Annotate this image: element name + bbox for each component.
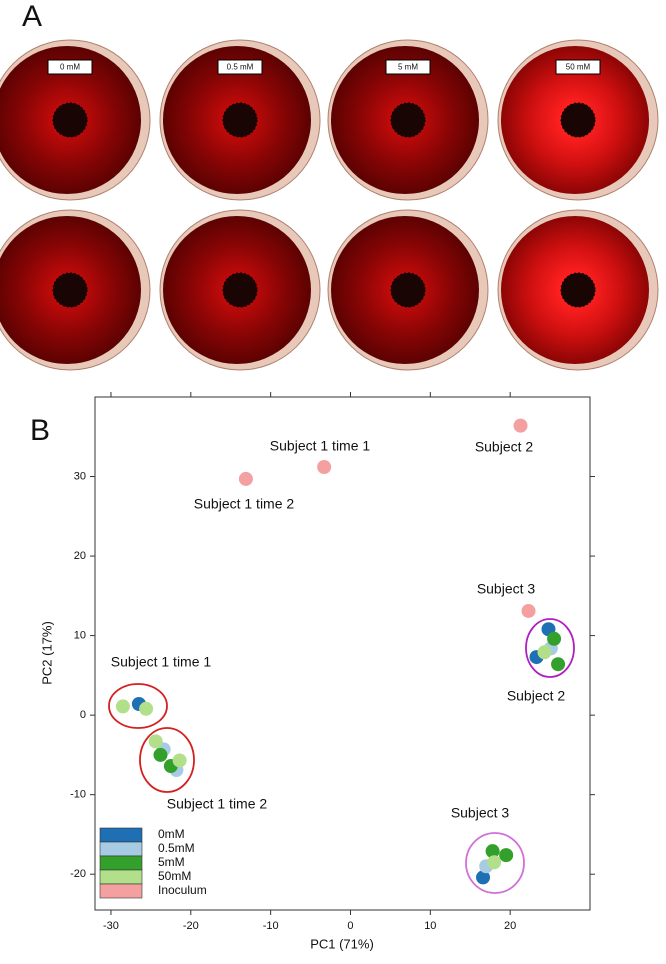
colony xyxy=(560,102,596,138)
dish-label-box xyxy=(47,59,93,75)
x-tick-label: -10 xyxy=(263,920,279,932)
point xyxy=(547,631,562,646)
annotation: Subject 3 xyxy=(477,581,536,597)
dish-label: 0.5 mM xyxy=(227,63,254,72)
plot-frame xyxy=(94,396,591,911)
cluster-ellipse xyxy=(465,832,525,894)
annotation: Subject 1 time 2 xyxy=(194,496,295,512)
point xyxy=(485,844,500,859)
panel-label: B xyxy=(30,414,50,447)
colony xyxy=(52,102,88,138)
colony xyxy=(222,272,258,308)
point xyxy=(148,734,163,749)
y-tick-label: -20 xyxy=(70,868,86,880)
colony xyxy=(222,102,258,138)
dish-label: 0 mM xyxy=(60,63,80,72)
legend-label: Inoculum xyxy=(158,883,207,897)
petri-dishes: 0 mM 0.5 mM 5 mM 50 mM xyxy=(0,39,659,371)
annotation: Subject 2 xyxy=(475,439,534,455)
colony xyxy=(560,272,596,308)
dish-label: 5 mM xyxy=(398,63,418,72)
x-tick-label: 10 xyxy=(424,920,436,932)
plot: -30 -20 -10 0 10 20 -20 -10 0 10 20 30 0mM0.5mM5mM50… xyxy=(70,392,595,932)
x-tick-label: -20 xyxy=(183,920,199,932)
legend-label: 50mM xyxy=(158,869,191,883)
cluster-ellipse xyxy=(108,683,168,729)
x-tick-label: 0 xyxy=(347,920,353,932)
colony xyxy=(390,102,426,138)
annotation: Subject 3 xyxy=(451,805,510,821)
y-tick-label: 30 xyxy=(74,470,86,482)
legend-swatch xyxy=(99,855,143,871)
point xyxy=(139,701,154,716)
legend-swatch xyxy=(99,827,143,843)
legend-label: 0.5mM xyxy=(158,841,195,855)
dish-label-box xyxy=(555,59,601,75)
point xyxy=(537,645,552,660)
y-axis-label: PC2 (17%) xyxy=(39,621,54,685)
dish-label-box xyxy=(217,59,263,75)
annotation: Subject 1 time 1 xyxy=(111,654,212,670)
point xyxy=(115,699,130,714)
point xyxy=(551,657,566,672)
x-axis-label: PC1 (71%) xyxy=(310,936,374,951)
point xyxy=(521,603,536,618)
annotation: Subject 1 time 2 xyxy=(167,796,268,812)
legend-label: 5mM xyxy=(158,855,185,869)
annotation: Subject 1 time 1 xyxy=(270,438,371,454)
cluster-ellipse xyxy=(139,727,195,793)
legend-label: 0mM xyxy=(158,827,185,841)
y-tick-label: -10 xyxy=(70,789,86,801)
cluster-ellipse xyxy=(525,618,575,678)
y-tick-label: 10 xyxy=(74,630,86,642)
x-tick-label: -30 xyxy=(103,920,119,932)
y-tick-label: 20 xyxy=(74,550,86,562)
colony xyxy=(390,272,426,308)
point xyxy=(487,855,502,870)
point xyxy=(499,848,514,863)
point xyxy=(513,418,528,433)
point xyxy=(476,870,491,885)
y-tick-label: 0 xyxy=(80,709,86,721)
point xyxy=(172,753,187,768)
panel-label: A xyxy=(22,0,42,33)
annotation: Subject 2 xyxy=(507,688,566,704)
dish-label-box xyxy=(385,59,431,75)
colony xyxy=(52,272,88,308)
cluster-outlines xyxy=(108,618,575,894)
point xyxy=(238,471,253,486)
legend-swatch xyxy=(99,883,143,899)
point xyxy=(153,747,168,762)
dish-label: 50 mM xyxy=(566,63,591,72)
legend-swatch xyxy=(99,869,143,885)
x-tick-label: 20 xyxy=(504,920,516,932)
legend-swatch xyxy=(99,841,143,857)
point xyxy=(317,459,332,474)
